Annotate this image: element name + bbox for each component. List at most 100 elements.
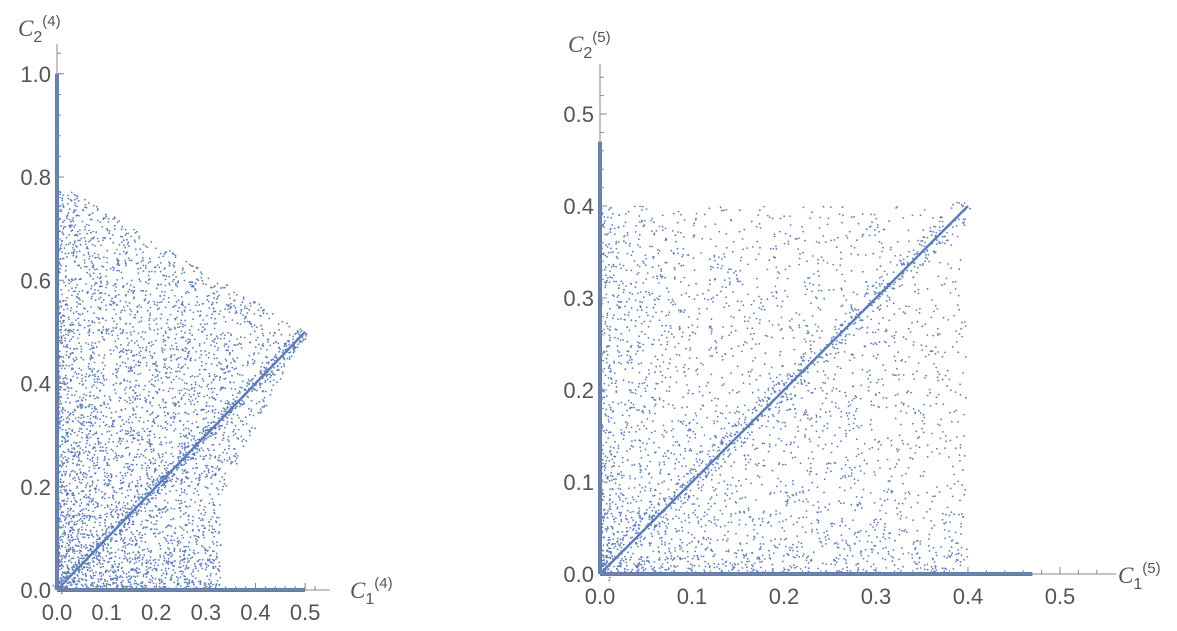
data-point: [185, 462, 188, 465]
data-point: [186, 578, 189, 580]
data-point: [239, 323, 242, 325]
data-point: [98, 561, 101, 564]
data-point: [133, 456, 136, 459]
data-point: [190, 429, 193, 432]
data-point: [298, 341, 301, 344]
data-point: [80, 546, 83, 549]
data-point: [119, 300, 122, 303]
data-point: [162, 351, 164, 353]
data-point: [294, 347, 296, 350]
data-point: [172, 402, 174, 405]
data-point: [164, 278, 167, 281]
data-point: [191, 523, 194, 525]
data-point: [216, 335, 218, 338]
data-point: [105, 328, 108, 331]
data-point: [107, 328, 110, 331]
data-point: [194, 577, 197, 579]
data-point: [183, 489, 186, 492]
data-point: [74, 451, 76, 454]
data-point: [96, 381, 99, 383]
data-point: [88, 564, 91, 566]
data-point: [74, 202, 76, 204]
data-point: [83, 254, 85, 256]
data-point: [163, 559, 166, 562]
data-point: [167, 567, 170, 570]
data-point: [184, 382, 186, 384]
data-point: [216, 291, 218, 293]
data-point: [96, 209, 99, 212]
data-point: [95, 540, 98, 543]
data-point: [76, 205, 78, 208]
data-point: [249, 333, 252, 336]
data-point: [239, 405, 241, 408]
data-point: [152, 418, 155, 421]
data-point: [71, 568, 74, 570]
data-point: [69, 559, 71, 562]
data-point: [142, 556, 144, 559]
data-point: [198, 344, 201, 347]
data-point: [165, 560, 168, 562]
data-point: [210, 387, 213, 390]
data-point: [61, 428, 64, 431]
data-point: [301, 340, 303, 343]
data-point: [117, 367, 120, 370]
data-point: [213, 322, 216, 325]
data-point: [115, 313, 117, 316]
data-point: [686, 434, 689, 437]
data-point: [127, 370, 130, 373]
data-point: [245, 423, 248, 425]
data-point: [96, 437, 99, 440]
data-point: [179, 525, 182, 528]
data-point: [75, 487, 78, 489]
data-point: [184, 306, 187, 309]
data-point: [118, 400, 121, 402]
data-point: [60, 481, 62, 484]
data-point: [185, 340, 187, 342]
data-point: [208, 529, 211, 531]
data-point: [102, 217, 105, 220]
data-point: [64, 534, 66, 536]
data-point: [126, 282, 128, 285]
data-point: [283, 363, 286, 366]
data-point: [91, 262, 94, 265]
data-point: [115, 294, 118, 297]
data-point: [269, 373, 271, 376]
data-point: [271, 312, 274, 315]
data-point: [87, 496, 90, 498]
data-point: [85, 206, 88, 209]
data-point: [85, 387, 87, 389]
data-point: [179, 432, 182, 435]
data-point: [110, 503, 113, 506]
data-point: [145, 576, 148, 578]
data-point: [942, 403, 945, 406]
data-point: [236, 372, 239, 375]
data-point: [193, 376, 196, 378]
data-point: [221, 424, 223, 427]
data-point: [146, 547, 149, 550]
data-point: [159, 317, 162, 320]
data-point: [91, 347, 93, 350]
data-point: [84, 206, 86, 209]
data-point: [60, 367, 63, 370]
data-point: [171, 562, 174, 565]
data-point: [100, 411, 103, 413]
data-point: [97, 578, 100, 580]
data-point: [196, 301, 199, 304]
data-point: [144, 533, 147, 535]
data-point: [108, 430, 111, 433]
data-point: [929, 405, 932, 407]
data-point: [218, 454, 221, 457]
data-point: [77, 214, 80, 217]
data-point: [88, 224, 90, 227]
data-point: [73, 550, 76, 553]
data-point: [190, 383, 193, 386]
data-point: [119, 575, 122, 577]
data-point: [60, 582, 62, 584]
data-point: [153, 319, 156, 321]
data-point: [70, 534, 72, 537]
data-point: [98, 489, 100, 491]
y-axis-label: C2(4): [18, 13, 61, 46]
data-point: [174, 396, 177, 399]
data-point: [199, 310, 202, 312]
data-point: [184, 575, 186, 578]
